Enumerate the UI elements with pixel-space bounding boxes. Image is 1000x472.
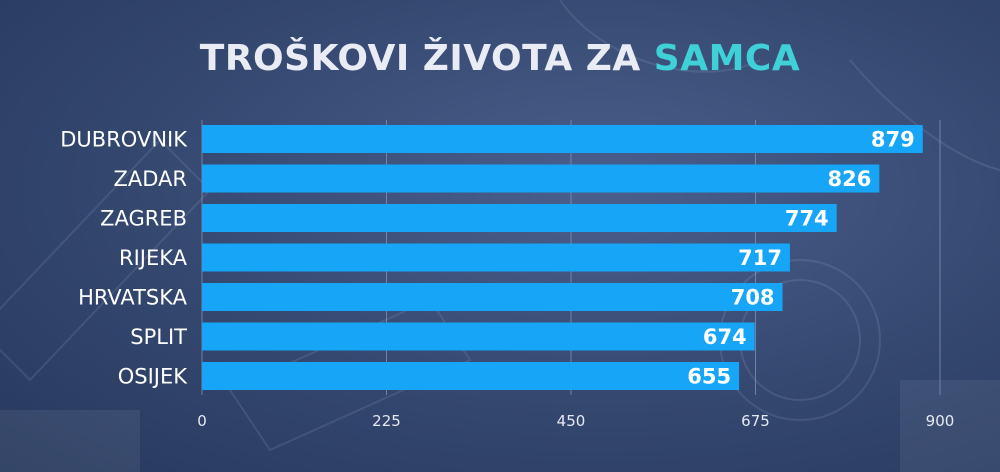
bar	[202, 204, 837, 232]
value-label: 708	[731, 286, 775, 310]
category-label: RIJEKA	[119, 246, 188, 270]
x-tick-label: 225	[372, 412, 401, 430]
category-label: HRVATSKA	[78, 286, 188, 310]
bar	[202, 283, 783, 311]
category-label: ZADAR	[113, 167, 187, 191]
category-label: SPLIT	[130, 325, 187, 349]
chart-title-main: TROŠKOVI ŽIVOTA ZA	[199, 38, 641, 79]
category-label: DUBROVNIK	[60, 128, 188, 152]
chart-title-accent: SAMCA	[653, 38, 801, 79]
bar	[202, 125, 923, 153]
chart-title: TROŠKOVI ŽIVOTA ZA SAMCA	[0, 38, 1000, 79]
x-tick-label: 0	[197, 412, 207, 430]
x-tick-labels: 0 225 450 675 900	[197, 412, 954, 430]
value-label: 879	[871, 128, 915, 152]
x-tick-label: 900	[926, 412, 955, 430]
x-tick-label: 675	[741, 412, 770, 430]
value-label: 655	[687, 365, 731, 389]
bar	[202, 164, 880, 193]
bar	[202, 243, 790, 272]
category-label: OSIJEK	[118, 365, 189, 389]
value-label: 774	[785, 207, 829, 231]
value-label: 717	[738, 246, 782, 270]
bars	[202, 125, 923, 390]
x-tick-label: 450	[557, 412, 586, 430]
bar	[202, 322, 755, 351]
value-label: 826	[827, 167, 871, 191]
value-label: 674	[703, 325, 747, 349]
category-labels: DUBROVNIK ZADAR ZAGREB RIJEKA HRVATSKA SPLIT O…	[60, 128, 188, 389]
bar	[202, 362, 740, 390]
category-label: ZAGREB	[100, 207, 187, 231]
